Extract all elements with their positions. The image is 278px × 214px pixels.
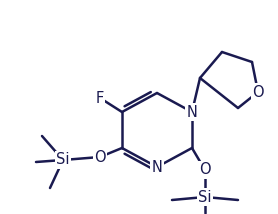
Text: Si: Si (56, 153, 70, 168)
Text: O: O (252, 85, 264, 100)
Text: Si: Si (198, 190, 212, 205)
Text: O: O (199, 162, 211, 177)
Text: N: N (187, 104, 197, 119)
Text: O: O (94, 150, 106, 165)
Text: N: N (152, 159, 162, 174)
Text: F: F (96, 91, 104, 106)
